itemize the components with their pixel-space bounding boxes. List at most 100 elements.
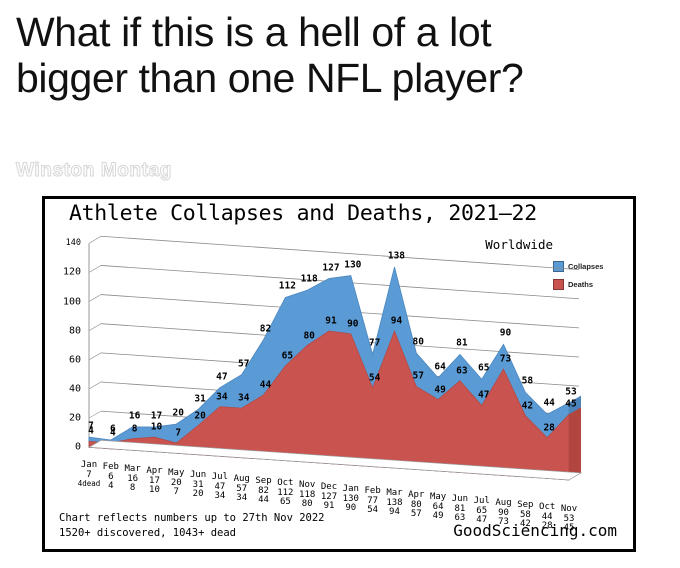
x-axis-month: Apr xyxy=(146,466,163,476)
y-axis-tick: 80 xyxy=(68,325,81,337)
x-axis: Jan 7 4dead Feb 6 4 Mar 16 8 Apr 17 10 May 20 7 Jun 31 20… xyxy=(78,460,623,541)
x-axis-month: Jul xyxy=(211,472,229,482)
x-axis-deaths-value: 49 xyxy=(432,511,444,522)
data-label-collapses: 65 xyxy=(477,362,490,374)
x-axis-deaths-value: 65 xyxy=(279,497,291,508)
x-axis-collapses-value: 17 xyxy=(149,475,160,486)
x-axis-label-group: Dec 127 91 xyxy=(313,482,345,512)
data-label-deaths: 4 xyxy=(88,425,94,437)
x-axis-deaths-value: 34 xyxy=(236,493,248,504)
x-axis-label-group: May 64 49 xyxy=(422,492,454,522)
data-label-collapses: 58 xyxy=(521,375,534,387)
watermark-username: Winston Montag xyxy=(16,160,172,182)
x-axis-deaths-value: 4 xyxy=(108,481,114,492)
chart-plot-area: 7 6 16 17 20 31 47 57 82 112 118 127 130 77 138 80 64 81 6… xyxy=(85,225,585,481)
x-axis-deaths-value: 57 xyxy=(410,509,422,520)
data-label-collapses: 16 xyxy=(128,410,141,422)
x-axis-collapses-value: 7 xyxy=(86,469,92,480)
x-axis-month: Jun xyxy=(189,470,207,480)
x-axis-deaths-value: 42 xyxy=(519,519,531,530)
y-axis-tick: 0 xyxy=(74,441,81,453)
x-axis-label-group: Oct 112 65 xyxy=(269,478,301,508)
data-label-collapses: 80 xyxy=(412,336,424,348)
data-label-deaths: 57 xyxy=(412,370,424,382)
x-axis-label-group: Feb 77 54 xyxy=(357,486,389,516)
x-axis-deaths-value: 28 xyxy=(541,521,553,532)
y-axis-tick: 120 xyxy=(62,266,81,278)
page-title: What if this is a hell of a lot bigger t… xyxy=(16,9,524,101)
data-label-collapses: 20 xyxy=(172,407,184,419)
x-axis-collapses-value: 53 xyxy=(563,513,575,524)
x-axis-collapses-value: 138 xyxy=(386,497,403,508)
data-label-deaths: 34 xyxy=(216,391,228,403)
x-axis-label-group: Jan 7 4dead xyxy=(73,460,105,489)
data-label-collapses: 81 xyxy=(456,337,468,349)
legend-label-collapses: Collapses xyxy=(568,262,604,271)
y-axis-tick: 140 xyxy=(65,238,81,249)
x-axis-collapses-value: 130 xyxy=(342,493,359,504)
x-axis-label-group: Jun 31 20 xyxy=(182,470,214,500)
data-label-deaths: 8 xyxy=(131,423,138,435)
x-axis-deaths-value: 20 xyxy=(192,489,204,500)
data-label-collapses: 57 xyxy=(237,358,250,370)
x-axis-deaths-value: 8 xyxy=(129,483,136,494)
data-label-collapses: 6 xyxy=(109,423,116,435)
data-label-deaths: 47 xyxy=(477,389,490,401)
data-label-deaths: 65 xyxy=(281,350,294,362)
x-axis-deaths-value: 54 xyxy=(367,505,379,516)
data-label-collapses: 82 xyxy=(259,323,272,335)
x-axis-collapses-value: 90 xyxy=(498,507,509,518)
legend-swatch-collapses xyxy=(553,261,564,272)
x-axis-label-group: Jul 65 47 xyxy=(466,496,498,526)
data-label-deaths: 94 xyxy=(390,315,403,327)
legend-item-collapses: Collapses xyxy=(553,261,627,272)
x-axis-collapses-value: 127 xyxy=(320,491,338,502)
legend-label-deaths: Deaths xyxy=(568,280,594,289)
data-label-collapses: 127 xyxy=(322,262,340,274)
x-axis-collapses-value: 44 xyxy=(541,511,553,522)
x-axis-label-group: Aug 90 73 xyxy=(488,498,520,528)
x-axis-month: Feb xyxy=(102,462,119,472)
x-axis-label-group: Jul 47 34 xyxy=(204,472,236,502)
y-axis-tick: 100 xyxy=(62,296,81,308)
data-label-collapses: 53 xyxy=(565,386,577,398)
x-axis-collapses-value: 64 xyxy=(432,501,444,512)
x-axis-deaths-value: 47 xyxy=(476,515,488,526)
data-label-deaths: 45 xyxy=(565,398,577,410)
x-axis-month: Jul xyxy=(473,496,490,506)
x-axis-collapses-value: 6 xyxy=(108,471,114,482)
x-axis-month: Nov xyxy=(560,504,578,514)
chart-subtitle: Worldwide xyxy=(485,237,553,252)
x-axis-label-group: May 20 7 xyxy=(160,468,192,498)
x-axis-deaths-value: 7 xyxy=(173,487,179,498)
x-axis-label-group: Feb 6 4 xyxy=(95,462,127,492)
x-axis-month: Jan xyxy=(342,484,359,494)
data-label-collapses: 130 xyxy=(344,259,362,271)
x-axis-collapses-value: 82 xyxy=(258,485,269,496)
x-axis-collapses-value: 112 xyxy=(277,487,294,498)
data-label-deaths: 4 xyxy=(109,427,116,439)
data-label-collapses: 77 xyxy=(368,337,381,349)
chart-footnote: Chart reflects numbers up to 27th Nov 20… xyxy=(59,511,325,539)
data-label-deaths: 90 xyxy=(347,318,359,330)
area-chart-svg xyxy=(87,235,583,481)
data-label-collapses: 64 xyxy=(434,361,446,373)
legend-item-deaths: Deaths xyxy=(553,279,627,290)
x-axis-collapses-value: 65 xyxy=(476,505,488,516)
x-axis-deaths-value: 90 xyxy=(345,503,357,514)
x-axis-label-group: Apr 17 10 xyxy=(138,466,170,496)
x-axis-deaths-value: 94 xyxy=(389,507,400,518)
x-axis-month: Mar xyxy=(386,488,403,498)
data-label-deaths: 73 xyxy=(499,353,512,365)
chart-title: Athlete Collapses and Deaths, 2021—22 xyxy=(69,201,537,226)
x-axis-collapses-value: 77 xyxy=(367,495,379,506)
x-axis-collapses-value: 20 xyxy=(170,477,182,488)
x-axis-label-group: Sep 58 42 xyxy=(509,500,541,530)
x-axis-label-group: Nov 53 45 xyxy=(553,504,585,534)
legend-swatch-deaths xyxy=(553,279,564,290)
x-axis-label-group: Apr 80 57 xyxy=(400,490,432,520)
x-axis-label-group: Jan 130 90 xyxy=(335,484,367,514)
data-label-collapses: 17 xyxy=(150,410,163,422)
data-label-deaths: 80 xyxy=(303,330,315,342)
x-axis-month: Mar xyxy=(124,464,141,474)
